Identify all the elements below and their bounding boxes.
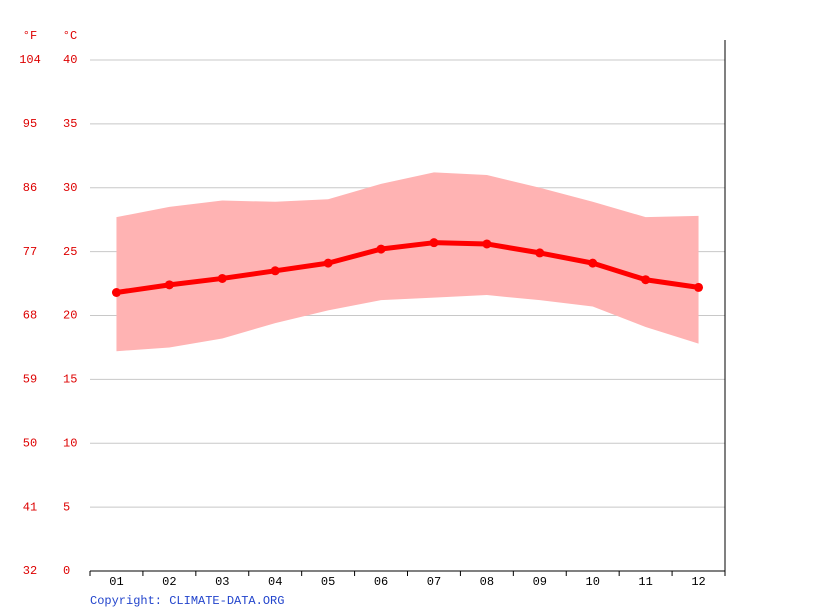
x-tick-label: 08 — [480, 575, 494, 589]
mean-temperature-point — [588, 258, 598, 268]
x-tick-label: 03 — [215, 575, 229, 589]
mean-temperature-point — [429, 238, 439, 248]
y2-tick-label: 86 — [23, 181, 37, 195]
x-tick-label: 01 — [109, 575, 123, 589]
temperature-range — [116, 172, 699, 352]
x-tick-label: 09 — [533, 575, 547, 589]
copyright[interactable]: Copyright: CLIMATE-DATA.ORG — [90, 594, 284, 608]
y-tick-label: 30 — [63, 181, 77, 195]
y-tick-label: 40 — [63, 53, 77, 67]
x-tick-label: 04 — [268, 575, 282, 589]
y2-tick-label: 104 — [19, 53, 41, 67]
x-tick-label: 06 — [374, 575, 388, 589]
mean-temperature-point — [270, 266, 280, 276]
mean-temperature-point — [376, 244, 386, 254]
mean-temperature-point — [482, 239, 492, 249]
y-tick-label: 25 — [63, 245, 77, 259]
x-tick-label: 10 — [586, 575, 600, 589]
x-tick-label: 12 — [691, 575, 705, 589]
y-tick-label: 20 — [63, 309, 77, 323]
mean-temperature-line — [116, 240, 699, 295]
y2-tick-label: 77 — [23, 245, 37, 259]
mean-temperature-point — [111, 288, 121, 298]
mean-temperature-point — [535, 248, 545, 258]
y-tick-label: 15 — [63, 373, 77, 387]
mean-temperature-point — [694, 282, 704, 292]
y2-tick-label: 68 — [23, 309, 37, 323]
y2-tick-label: 59 — [23, 373, 37, 387]
mean-temperature-point — [641, 275, 651, 285]
x-tick-label: 02 — [162, 575, 176, 589]
x-tick-label: 07 — [427, 575, 441, 589]
y2-tick-label: 32 — [23, 564, 37, 578]
mean-temperature-point — [164, 280, 174, 290]
mean-temperature-point — [323, 258, 333, 268]
y2-tick-label: 95 — [23, 117, 37, 131]
y2-axis-unit: °F — [23, 29, 37, 43]
x-tick-label: 11 — [638, 575, 652, 589]
y2-tick-label: 50 — [23, 436, 37, 450]
y2-tick-label: 41 — [23, 500, 37, 514]
y-tick-label: 35 — [63, 117, 77, 131]
y-axis-unit: °C — [63, 29, 77, 43]
y-tick-label: 5 — [63, 500, 70, 514]
mean-temperature-point — [217, 273, 227, 283]
y-tick-label: 0 — [63, 564, 70, 578]
x-tick-label: 05 — [321, 575, 335, 589]
y-tick-label: 10 — [63, 436, 77, 450]
